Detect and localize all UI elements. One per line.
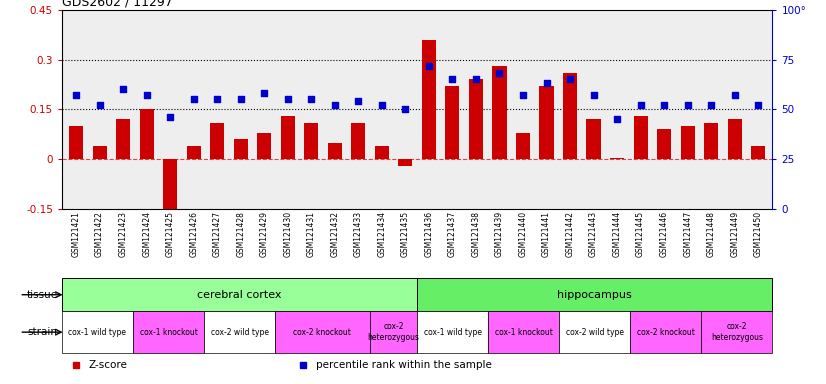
Point: [540, 80, 553, 86]
Bar: [563, 73, 577, 159]
Point: [563, 76, 577, 83]
Text: cox-2 wild type: cox-2 wild type: [211, 328, 268, 337]
Bar: [634, 116, 648, 159]
Text: cox-1 wild type: cox-1 wild type: [424, 328, 482, 337]
Bar: [62, 278, 417, 311]
Point: [211, 96, 224, 103]
Bar: [62, 311, 133, 353]
Text: cox-1 knockout: cox-1 knockout: [495, 328, 553, 337]
Bar: [351, 123, 365, 159]
Bar: [422, 40, 436, 159]
Bar: [187, 146, 201, 159]
Text: cerebral cortex: cerebral cortex: [197, 290, 282, 300]
Bar: [516, 133, 530, 159]
Text: percentile rank within the sample: percentile rank within the sample: [316, 360, 492, 371]
Bar: [539, 86, 553, 159]
Point: [164, 114, 177, 121]
Bar: [304, 123, 318, 159]
Bar: [375, 146, 389, 159]
Bar: [281, 116, 295, 159]
Bar: [701, 311, 772, 353]
Bar: [163, 159, 178, 216]
Bar: [257, 133, 271, 159]
Point: [69, 93, 83, 99]
Point: [610, 116, 624, 122]
Bar: [370, 311, 417, 353]
Bar: [93, 146, 107, 159]
Bar: [398, 159, 412, 166]
Point: [93, 103, 107, 109]
Text: hippocampus: hippocampus: [558, 290, 632, 300]
Point: [705, 103, 718, 109]
Bar: [704, 123, 719, 159]
Bar: [630, 311, 701, 353]
Bar: [234, 139, 248, 159]
Text: cox-1 knockout: cox-1 knockout: [140, 328, 197, 337]
Point: [116, 86, 130, 93]
Point: [752, 103, 765, 109]
Bar: [210, 123, 224, 159]
Point: [657, 103, 671, 109]
Point: [446, 76, 459, 83]
Bar: [69, 126, 83, 159]
Point: [516, 93, 529, 99]
Bar: [469, 79, 483, 159]
Bar: [133, 311, 204, 353]
Point: [187, 96, 200, 103]
Bar: [445, 86, 459, 159]
Text: tissue: tissue: [26, 290, 58, 300]
Text: cox-2 wild type: cox-2 wild type: [566, 328, 624, 337]
Point: [422, 63, 435, 69]
Point: [681, 103, 694, 109]
Text: Z-score: Z-score: [89, 360, 128, 371]
Text: cox-2 knockout: cox-2 knockout: [637, 328, 695, 337]
Bar: [492, 66, 506, 159]
Bar: [204, 311, 275, 353]
Bar: [728, 119, 742, 159]
Point: [352, 98, 365, 104]
Point: [375, 103, 388, 109]
Bar: [681, 126, 695, 159]
Bar: [751, 146, 765, 159]
Point: [634, 103, 648, 109]
Bar: [116, 119, 131, 159]
Point: [399, 106, 412, 113]
Point: [234, 96, 247, 103]
Bar: [610, 158, 624, 159]
Bar: [488, 311, 559, 353]
Bar: [417, 311, 488, 353]
Point: [328, 103, 341, 109]
Text: cox-2
heterozygous: cox-2 heterozygous: [368, 323, 420, 342]
Point: [587, 93, 601, 99]
Point: [728, 93, 741, 99]
Point: [281, 96, 294, 103]
Point: [140, 93, 154, 99]
Bar: [586, 119, 601, 159]
Text: cox-2 knockout: cox-2 knockout: [293, 328, 351, 337]
Text: cox-2
heterozygous: cox-2 heterozygous: [711, 323, 762, 342]
Text: strain: strain: [28, 327, 58, 337]
Text: cox-1 wild type: cox-1 wild type: [69, 328, 126, 337]
Point: [258, 90, 271, 96]
Bar: [275, 311, 370, 353]
Point: [469, 76, 482, 83]
Point: [305, 96, 318, 103]
Bar: [328, 143, 342, 159]
Bar: [417, 278, 772, 311]
Point: [493, 70, 506, 76]
Bar: [559, 311, 630, 353]
Bar: [140, 109, 154, 159]
Bar: [657, 129, 672, 159]
Text: GDS2602 / 11297: GDS2602 / 11297: [62, 0, 173, 8]
